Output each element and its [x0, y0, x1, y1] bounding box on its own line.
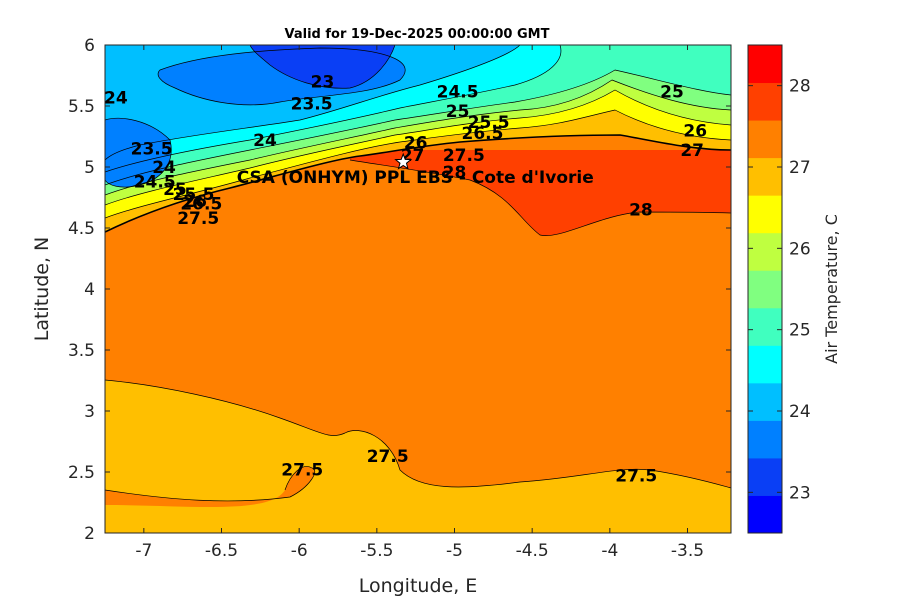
x-tick-label: -4.5 — [516, 541, 549, 561]
contour-label: 23.5 — [131, 140, 173, 160]
y-tick-label: 5.5 — [68, 97, 95, 117]
filled-contours — [105, 45, 731, 533]
colorbar-frame — [747, 44, 783, 534]
contour-label: 26.5 — [461, 124, 503, 144]
colorbar-swatch — [748, 157, 782, 196]
y-tick-label: 5 — [84, 158, 95, 178]
colorbar-swatch — [748, 382, 782, 421]
contour-label: 24 — [253, 131, 277, 151]
y-tick-label: 6 — [84, 36, 95, 56]
contour-label: 24.5 — [134, 173, 176, 193]
contour-label: 28 — [443, 163, 467, 183]
colorbar-swatch — [748, 495, 782, 534]
contour-label: 26 — [683, 121, 707, 141]
contour-label: 27 — [680, 141, 704, 161]
x-axis-label: Longitude, E — [359, 575, 478, 597]
contour-lines — [105, 45, 731, 502]
contour-label: 25 — [446, 102, 470, 122]
x-tick-label: -6.5 — [205, 541, 238, 561]
contour-label: 28 — [629, 201, 653, 221]
contour-label: 27.5 — [177, 209, 219, 229]
contour-label: 25 — [660, 82, 684, 102]
contour-label: 25.5 — [468, 113, 510, 133]
site-marker-group: CSA (ONHYM) PPL EBS - Cote d'Ivorie — [237, 152, 594, 188]
band-27.5-28 — [350, 150, 731, 236]
site-label: CSA (ONHYM) PPL EBS - Cote d'Ivorie — [237, 168, 594, 188]
y-tick-label: 3 — [84, 402, 95, 422]
colorbar-swatch — [748, 195, 782, 234]
colorbar-swatch — [748, 45, 782, 84]
x-tick-label: -6 — [291, 541, 308, 561]
band-22.5-23 — [250, 45, 395, 89]
x-tick-label: -4 — [601, 541, 618, 561]
contour-label: 27.5 — [615, 467, 657, 487]
y-tick-label: 2.5 — [68, 463, 95, 483]
site-star-icon — [394, 152, 413, 170]
x-tick-label: -7 — [135, 541, 152, 561]
colorbar-tick-label: 23 — [789, 483, 811, 503]
y-tick-label: 2 — [84, 524, 95, 544]
contour-label: 24 — [152, 158, 176, 178]
contour-label: 24.5 — [437, 82, 479, 102]
colorbar-tick-label: 25 — [789, 321, 811, 341]
colorbar-tick-label: 26 — [789, 239, 811, 259]
colorbar-swatch — [748, 120, 782, 159]
colorbar-tick-label: 28 — [789, 77, 811, 97]
contour-label: 27.5 — [281, 461, 323, 481]
x-axis: -7 -6.5 -6 -5.5 -5 -4.5 -4 -3.5 — [135, 45, 704, 561]
band-23-23.5-west — [105, 118, 172, 188]
colorbar-swatch — [748, 270, 782, 309]
y-axis: 2 2.5 3 3.5 4 4.5 5 5.5 6 — [68, 36, 731, 544]
x-tick-label: -5.5 — [360, 541, 393, 561]
y-tick-label: 3.5 — [68, 341, 95, 361]
contour-label: 26.5 — [180, 195, 222, 215]
contour-label: 27.5 — [443, 146, 485, 166]
contour-label: 23 — [311, 73, 335, 93]
colorbar-swatch — [748, 232, 782, 271]
band-26.5-27-south — [105, 380, 731, 533]
colorbar-tick-label: 27 — [789, 158, 811, 178]
y-tick-label: 4 — [84, 280, 95, 300]
colorbar-swatch — [748, 82, 782, 121]
colorbar-swatch — [748, 345, 782, 384]
y-axis-label: Latitude, N — [31, 237, 53, 342]
contour-label: 24 — [104, 88, 128, 108]
contour-label: 25 — [163, 180, 187, 200]
band-27-27.5-patch — [105, 466, 315, 507]
colorbar-swatch — [748, 457, 782, 496]
x-tick-label: -3.5 — [671, 541, 704, 561]
contour-label: 26 — [183, 192, 207, 212]
chart-title: Valid for 19-Dec-2025 00:00:00 GMT — [285, 27, 550, 42]
colorbar-swatch — [748, 307, 782, 346]
x-tick-label: -5 — [446, 541, 463, 561]
contour-label: 27.5 — [367, 447, 409, 467]
colorbar: 23 24 25 26 27 28 — [747, 44, 811, 534]
colorbar-tick-label: 24 — [789, 402, 811, 422]
contour-label: 26 — [404, 134, 428, 154]
y-tick-label: 4.5 — [68, 219, 95, 239]
colorbar-swatch — [748, 420, 782, 459]
contour-label: 23.5 — [291, 95, 333, 115]
colorbar-label: Air Temperature, C — [822, 214, 841, 364]
contour-label: 25.5 — [173, 185, 215, 205]
